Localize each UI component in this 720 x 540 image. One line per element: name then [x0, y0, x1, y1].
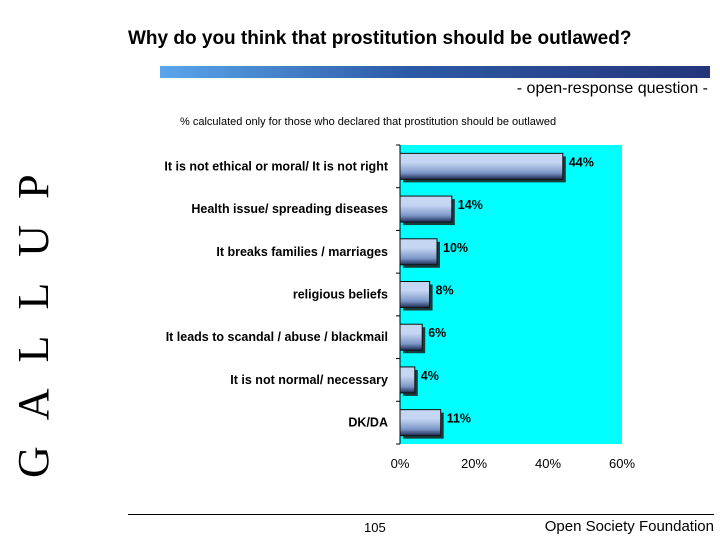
plot-area: [400, 145, 622, 444]
bar: [399, 366, 416, 394]
gallup-logo-text: GALLUP: [14, 148, 58, 478]
data-label: 10%: [443, 241, 468, 255]
category-label: religious beliefs: [293, 288, 388, 302]
bar: [399, 323, 423, 351]
page-title: Why do you think that prostitution shoul…: [128, 28, 632, 49]
data-label: 14%: [458, 198, 483, 212]
category-label: Health issue/ spreading diseases: [191, 202, 388, 216]
bar: [399, 281, 431, 308]
gallup-logo: GALLUP: [14, 148, 58, 478]
title-rule: [160, 66, 710, 78]
data-label: 44%: [569, 155, 594, 169]
x-tick-label: 40%: [535, 456, 561, 471]
data-label: 11%: [447, 412, 471, 426]
calculation-note: % calculated only for those who declared…: [180, 116, 557, 128]
category-label: It breaks families / marriages: [216, 245, 388, 259]
x-tick-label: 20%: [461, 456, 487, 471]
category-label: DK/DA: [348, 416, 388, 430]
organization-name: Open Society Foundation: [544, 518, 714, 535]
bar: [399, 409, 442, 437]
page-number: 105: [364, 520, 386, 535]
x-tick-label: 60%: [609, 456, 635, 471]
bar: [399, 238, 438, 266]
bar: [399, 195, 453, 223]
data-label: 6%: [428, 326, 446, 340]
category-label: It is not ethical or moral/ It is not ri…: [164, 159, 388, 173]
footer-rule: [128, 514, 714, 515]
x-tick-label: 0%: [391, 456, 410, 471]
data-label: 4%: [421, 369, 439, 383]
data-label: 8%: [436, 284, 454, 298]
page-subtitle: - open-response question -: [516, 80, 708, 97]
bar: [399, 152, 564, 180]
category-label: It leads to scandal / abuse / blackmail: [166, 330, 388, 344]
category-label: It is not normal/ necessary: [230, 373, 388, 387]
